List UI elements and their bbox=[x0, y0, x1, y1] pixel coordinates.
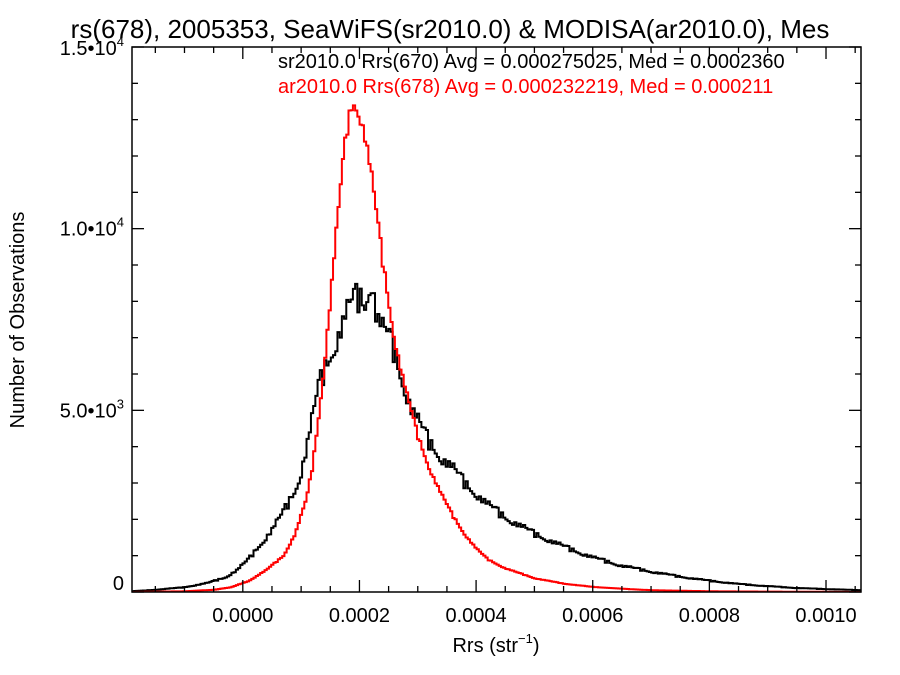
series-line-2 bbox=[132, 104, 861, 592]
x-axis-label-exponent: −1 bbox=[518, 631, 533, 646]
y-axis-label: Number of Observations bbox=[7, 212, 29, 429]
plot-frame bbox=[131, 46, 862, 593]
legend-entry-2: ar2010.0 Rrs(678) Avg = 0.000232219, Med… bbox=[278, 76, 773, 98]
x-axis: 0.0000 0.0002 0.0004 0.0006 0.0008 0.0010 bbox=[154, 47, 857, 627]
x-tick-label: 0.0000 bbox=[212, 605, 273, 627]
x-tick-label: 0.0006 bbox=[562, 605, 623, 627]
y-tick-label: 0 bbox=[113, 573, 124, 595]
y-tick-label: 1.0•104 bbox=[60, 215, 124, 241]
x-tick-label: 0.0010 bbox=[795, 605, 856, 627]
legend-entry-1: sr2010.0 Rrs(670) Avg = 0.000275025, Med… bbox=[278, 51, 785, 73]
x-axis-label-text: Rrs (str bbox=[452, 635, 518, 657]
y-tick-label: 5.0•103 bbox=[60, 396, 124, 422]
x-tick-label: 0.0002 bbox=[329, 605, 390, 627]
x-tick-label: 0.0004 bbox=[446, 605, 507, 627]
y-axis: 0 5.0•103 1.0•104 1.5•104 bbox=[60, 34, 861, 595]
legend: sr2010.0 Rrs(670) Avg = 0.000275025, Med… bbox=[278, 51, 785, 98]
y-tick-label: 1.5•104 bbox=[60, 34, 124, 60]
x-tick-label: 0.0008 bbox=[679, 605, 740, 627]
x-axis-label-close: ) bbox=[533, 635, 540, 657]
chart-title: rs(678), 2005353, SeaWiFS(sr2010.0) & MO… bbox=[71, 14, 830, 44]
x-axis-label: Rrs (str−1) bbox=[452, 631, 539, 657]
series-line-1 bbox=[132, 282, 861, 592]
